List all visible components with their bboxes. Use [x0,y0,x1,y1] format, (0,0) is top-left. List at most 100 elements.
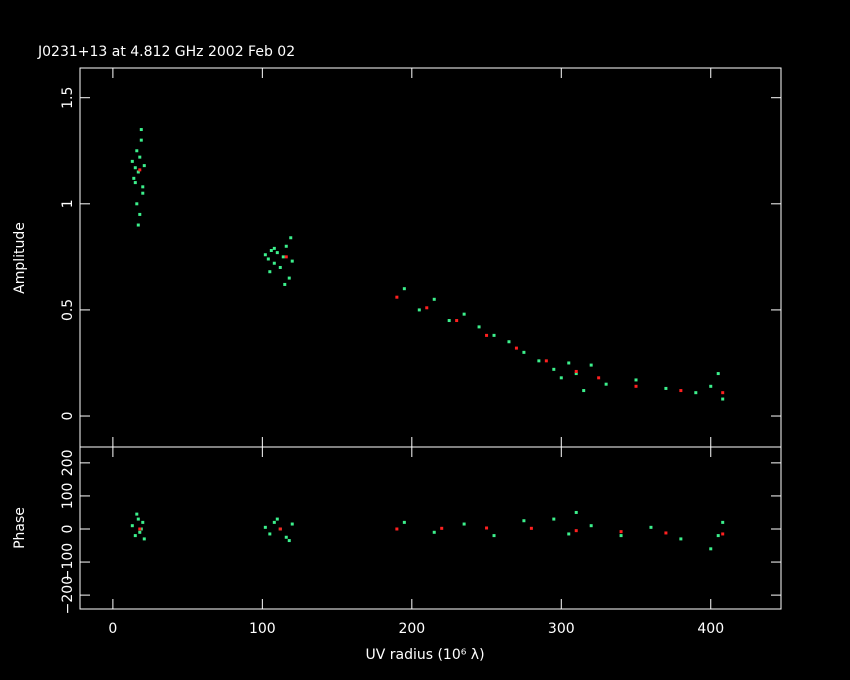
point [432,297,436,301]
y-tick-label: 1 [60,199,76,208]
y-tick-label: 0 [60,412,76,421]
point [138,155,142,159]
point [272,246,276,250]
point [619,534,623,538]
point [664,531,668,535]
point [141,191,145,195]
point [135,202,139,206]
point [138,168,142,172]
y-tick-label: 100 [60,483,76,510]
point [649,525,653,529]
point [522,350,526,354]
point [284,244,288,248]
point [597,376,601,380]
point [709,384,713,388]
point [634,384,638,388]
point [721,391,725,395]
point [136,517,140,521]
point [139,128,143,132]
point [582,389,586,393]
point [507,340,511,344]
point [440,526,444,530]
y-axis-label: Phase [12,507,28,549]
point [290,522,294,526]
point [278,527,282,531]
point [138,530,142,534]
y-tick-label: 0.5 [60,299,76,321]
y-tick-label: 0 [60,525,76,534]
point [721,520,725,524]
x-tick-label: 0 [108,621,117,637]
y-axis-label: Amplitude [12,222,28,294]
point [268,532,272,536]
point [559,376,563,380]
point [552,517,556,521]
point [130,159,134,163]
point [537,359,541,363]
y-tick-label: −200 [60,576,76,614]
point [709,547,713,551]
point [552,367,556,371]
point [574,372,578,376]
point [290,259,294,263]
point [278,265,282,269]
point [141,520,145,524]
point [529,526,533,530]
point [141,185,145,189]
point [272,520,276,524]
y-tick-label: 200 [60,450,76,477]
point [574,369,578,373]
point [477,325,481,329]
point [402,520,406,524]
point [462,522,466,526]
point [138,212,142,216]
point [679,389,683,393]
point [604,382,608,386]
panel-frame [79,67,782,448]
point [130,524,134,528]
point [589,363,593,367]
x-tick-label: 300 [548,621,575,637]
point [142,164,146,168]
point [275,517,279,521]
x-tick-label: 400 [697,621,724,637]
y-tick-label: −100 [60,543,76,581]
point [721,532,725,536]
point [447,319,451,323]
point [679,537,683,541]
point [716,534,720,538]
point [492,534,496,538]
chart-title: J0231+13 at 4.812 GHz 2002 Feb 02 [37,44,295,60]
point [269,248,273,252]
point [485,333,489,337]
x-tick-label: 200 [398,621,425,637]
point [544,359,548,363]
point [514,346,518,350]
point [574,510,578,514]
point [287,539,291,543]
point [634,378,638,382]
point [492,333,496,337]
point [133,181,137,185]
point [136,170,140,174]
point [664,386,668,390]
point [462,312,466,316]
point [402,287,406,291]
point [281,255,285,259]
point [275,251,279,255]
point [284,255,288,259]
point [132,176,136,180]
point [136,223,140,227]
point [268,270,272,274]
point [139,138,143,142]
point [589,524,593,528]
point [138,527,142,531]
y-tick-label: 1.5 [60,87,76,109]
x-tick-label: 100 [249,621,276,637]
point [567,532,571,536]
point [417,308,421,312]
point [287,276,291,280]
point [485,526,489,530]
point [425,306,429,310]
point [133,166,137,170]
